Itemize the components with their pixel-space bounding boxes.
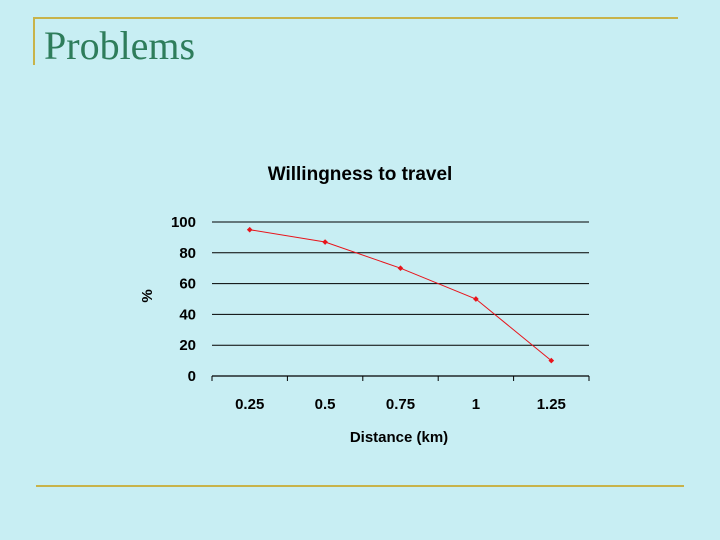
- chart-title: Willingness to travel: [268, 164, 453, 185]
- x-tick-label: 1.25: [537, 396, 566, 413]
- gridlines: [212, 221, 589, 346]
- x-tick-label: 0.75: [386, 396, 415, 413]
- x-axis-title: Distance (km): [350, 429, 448, 446]
- y-tick-label: 40: [179, 306, 196, 323]
- x-tick-labels: 0.25 0.5 0.75 1 1.25: [235, 396, 566, 413]
- data-point: [322, 239, 328, 245]
- x-tick-label: 0.5: [315, 396, 336, 413]
- data-point: [548, 357, 555, 364]
- y-tick-label: 100: [171, 214, 196, 231]
- title-left-rule: [33, 17, 35, 65]
- slide-title: Problems: [44, 23, 196, 68]
- y-tick-label: 20: [179, 337, 196, 354]
- series-group: [246, 226, 555, 364]
- y-tick-labels: 0 20 40 60 80 100: [171, 214, 196, 385]
- data-point: [246, 226, 253, 233]
- footer-rule: [36, 485, 684, 487]
- x-tick-label: 0.25: [235, 396, 264, 413]
- y-tick-label: 60: [179, 276, 196, 293]
- title-top-rule: [33, 17, 678, 19]
- y-axis-title: %: [139, 289, 156, 302]
- data-point: [473, 296, 479, 302]
- x-tick-label: 1: [472, 396, 480, 413]
- data-point: [397, 265, 404, 272]
- series-line: [249, 229, 552, 361]
- y-tick-label: 0: [188, 368, 196, 385]
- axes: [211, 375, 590, 381]
- y-tick-label: 80: [179, 245, 196, 262]
